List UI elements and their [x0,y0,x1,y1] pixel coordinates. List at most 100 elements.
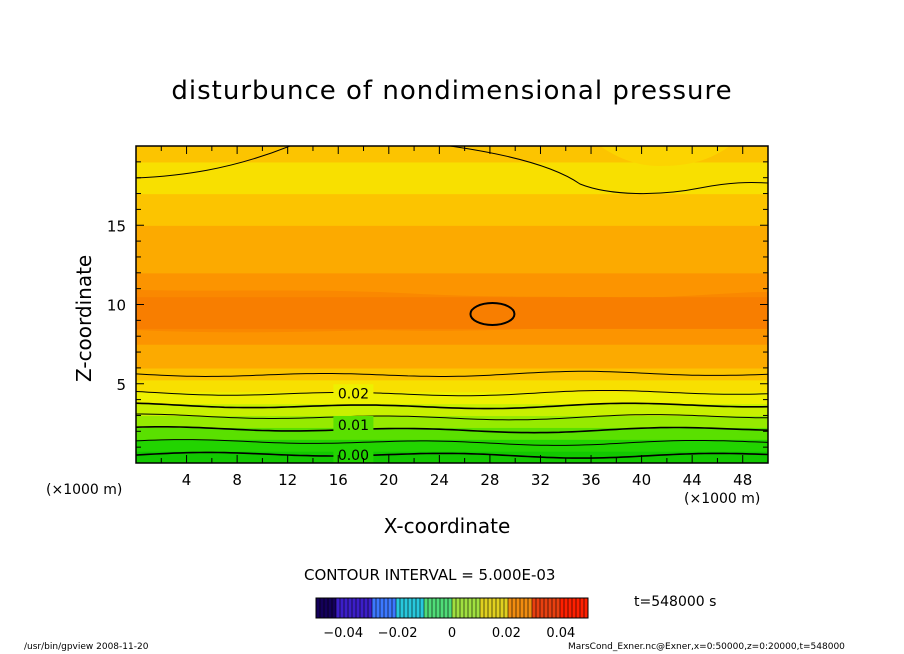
contour-band [136,455,768,460]
y-axis-unit: (×1000 m) [46,482,123,498]
colorbar-segment [572,598,576,618]
colorbar-segment [368,598,372,618]
contour-closed [469,302,516,327]
colorbar-segment [496,598,500,618]
contour-band [136,356,768,361]
contour-band [136,149,768,155]
colorbar-segment [548,598,552,618]
contour-band [136,245,768,250]
contour-band [136,363,768,369]
colorbar-segment [452,598,456,618]
colorbar-segment [480,598,484,618]
colorbar-segment [396,598,400,618]
contour-band [136,332,768,337]
footer-source-label: MarsCond_Exner.nc@Exner,x=0:50000,z=0:20… [568,642,845,652]
colorbar-frame [315,597,589,619]
colorbar-segment [408,598,412,618]
x-axis-label: X-coordinate [383,514,511,538]
colorbar-segment [556,598,560,618]
contour-band [136,237,768,242]
contour-band [136,221,768,226]
colorbar-segment [336,598,340,618]
contour-band [136,181,768,187]
contour-band [136,391,768,397]
contour-band [136,217,768,222]
contour-band [136,153,768,159]
contour-band [136,173,768,179]
contour-band [136,280,768,286]
contour-band [136,256,768,262]
contour-band [136,225,768,230]
contour-band [136,146,768,151]
colorbar-segment [576,598,580,618]
contour-band [136,169,768,175]
contour-band [136,241,768,246]
colorbar-segment [316,598,320,618]
colorbar-segment [436,598,440,618]
contour-band [136,336,768,341]
contour-band [136,399,768,405]
contour-band [136,284,768,290]
contour-band [136,272,768,278]
colorbar-segment [404,598,408,618]
contour-band [136,197,768,203]
colorbar-segment [500,598,504,618]
contour-band [136,411,768,417]
contour-band [136,348,768,353]
colorbar-segment [444,598,448,618]
contour-band [136,431,768,436]
colorbar-tick-label: 0.04 [546,626,575,641]
contour-band [136,407,768,413]
colorbar-segment [472,598,476,618]
contour-line [136,413,768,421]
colorbar-segment [392,598,396,618]
contour-label-bg [333,415,374,433]
x-axis-unit: (×1000 m) [684,491,761,507]
colorbar-segment [360,598,364,618]
x-tick-label: 4 [182,471,192,489]
colorbar-segment [420,598,424,618]
time-label: t=548000 s [634,594,717,610]
contour-band [136,375,768,381]
contour-band [136,423,768,428]
colorbar-segment [584,598,588,618]
contour-band [136,185,768,191]
contour-band [136,209,768,214]
contour-band [136,352,768,357]
colorbar-segment [492,598,496,618]
colorbar-segment [428,598,432,618]
colorbar-segment [440,598,444,618]
contour-band [136,260,768,266]
contour-band [136,288,768,294]
colorbar-segment [460,598,464,618]
colorbar-segment [416,598,420,618]
contour-line [136,402,768,410]
colorbar-segment [448,598,452,618]
colorbar-segment [380,598,384,618]
colorbar-segment [344,598,348,618]
colorbar-segment [524,598,528,618]
colorbar-segment [412,598,416,618]
colorbar-segment [352,598,356,618]
contour-band [136,459,768,463]
contour-band [136,403,768,409]
colorbar-segment [484,598,488,618]
x-tick-label: 44 [683,471,702,489]
colorbar-segment [488,598,492,618]
colorbar-segment [348,598,352,618]
x-tick-label: 40 [632,471,651,489]
contour-line [136,370,768,378]
colorbar-segment [504,598,508,618]
colorbar-segment [540,598,544,618]
contour-band [136,252,768,258]
contour-line [136,426,768,434]
colorbar-segment [476,598,480,618]
colorbar-segment [532,598,536,618]
contour-band [136,249,768,254]
contour-labels: 0.02 0.01 0.00 [333,384,374,464]
contour-band [136,383,768,389]
contour-line [136,390,768,397]
contour-band [136,371,768,377]
contour-band [136,292,768,298]
